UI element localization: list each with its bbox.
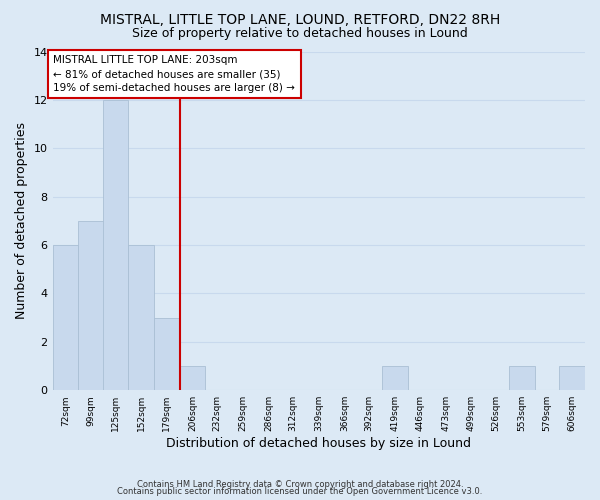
Text: Contains public sector information licensed under the Open Government Licence v3: Contains public sector information licen… — [118, 488, 482, 496]
Text: MISTRAL, LITTLE TOP LANE, LOUND, RETFORD, DN22 8RH: MISTRAL, LITTLE TOP LANE, LOUND, RETFORD… — [100, 12, 500, 26]
Bar — [382, 366, 407, 390]
Bar — [559, 366, 585, 390]
Bar — [154, 318, 180, 390]
Bar — [180, 366, 205, 390]
Text: MISTRAL LITTLE TOP LANE: 203sqm
← 81% of detached houses are smaller (35)
19% of: MISTRAL LITTLE TOP LANE: 203sqm ← 81% of… — [53, 55, 295, 93]
Text: Contains HM Land Registry data © Crown copyright and database right 2024.: Contains HM Land Registry data © Crown c… — [137, 480, 463, 489]
Bar — [78, 221, 104, 390]
Y-axis label: Number of detached properties: Number of detached properties — [15, 122, 28, 320]
Bar — [53, 245, 78, 390]
Text: Size of property relative to detached houses in Lound: Size of property relative to detached ho… — [132, 28, 468, 40]
Bar — [128, 245, 154, 390]
Bar — [509, 366, 535, 390]
X-axis label: Distribution of detached houses by size in Lound: Distribution of detached houses by size … — [166, 437, 471, 450]
Bar — [103, 100, 128, 390]
